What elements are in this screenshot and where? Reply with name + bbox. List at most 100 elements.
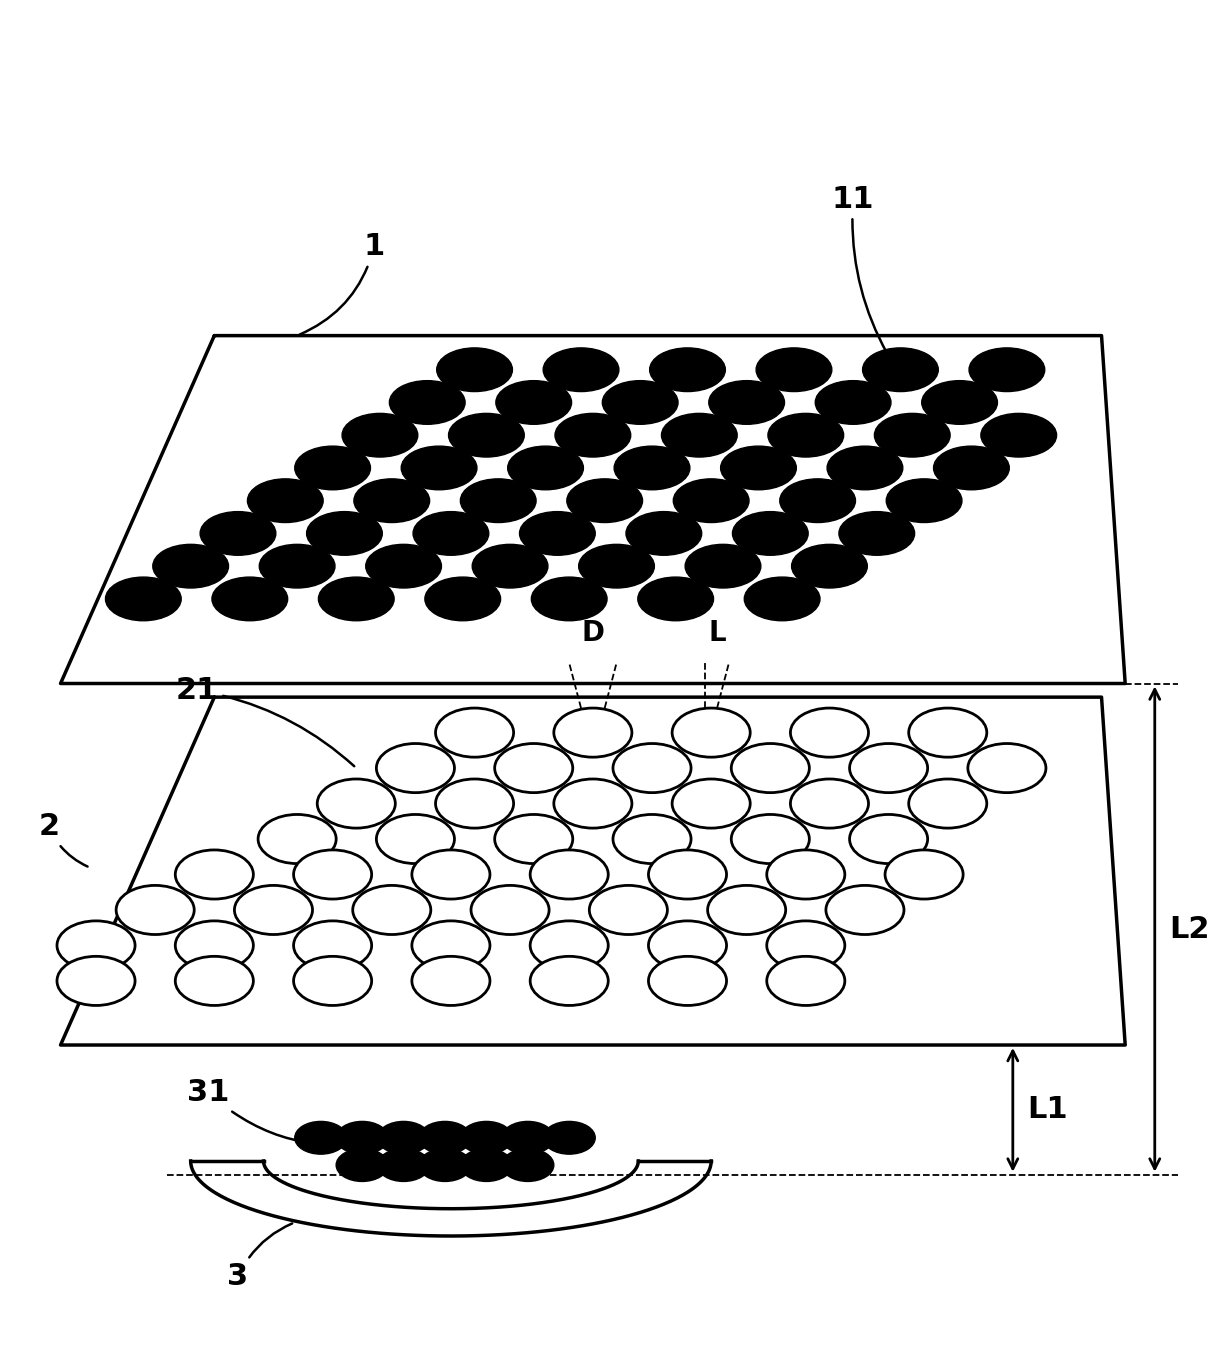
Text: 2: 2 bbox=[38, 812, 87, 867]
Ellipse shape bbox=[850, 744, 927, 793]
Ellipse shape bbox=[792, 544, 867, 588]
Ellipse shape bbox=[419, 1148, 471, 1181]
Ellipse shape bbox=[969, 347, 1045, 391]
Ellipse shape bbox=[437, 347, 512, 391]
Ellipse shape bbox=[413, 511, 489, 555]
Ellipse shape bbox=[520, 511, 595, 555]
Ellipse shape bbox=[153, 544, 228, 588]
Ellipse shape bbox=[673, 779, 750, 828]
Ellipse shape bbox=[494, 815, 573, 864]
Ellipse shape bbox=[732, 511, 809, 555]
Ellipse shape bbox=[378, 1121, 430, 1154]
Ellipse shape bbox=[981, 413, 1056, 457]
Ellipse shape bbox=[649, 347, 725, 391]
Ellipse shape bbox=[460, 478, 537, 522]
Ellipse shape bbox=[336, 1121, 388, 1154]
Ellipse shape bbox=[336, 1148, 388, 1181]
Ellipse shape bbox=[507, 446, 584, 489]
Text: 21: 21 bbox=[175, 675, 354, 767]
Ellipse shape bbox=[531, 850, 608, 899]
Ellipse shape bbox=[106, 577, 181, 621]
Ellipse shape bbox=[885, 850, 963, 899]
Ellipse shape bbox=[390, 380, 465, 424]
Ellipse shape bbox=[318, 577, 395, 621]
Ellipse shape bbox=[613, 815, 691, 864]
Ellipse shape bbox=[200, 511, 276, 555]
Text: 3: 3 bbox=[227, 1223, 293, 1292]
Ellipse shape bbox=[767, 957, 845, 1006]
Ellipse shape bbox=[934, 446, 1009, 489]
Ellipse shape bbox=[531, 921, 608, 971]
Ellipse shape bbox=[57, 957, 135, 1006]
Ellipse shape bbox=[767, 921, 845, 971]
Ellipse shape bbox=[501, 1148, 554, 1181]
Ellipse shape bbox=[436, 779, 514, 828]
Ellipse shape bbox=[175, 957, 254, 1006]
Ellipse shape bbox=[402, 446, 477, 489]
Ellipse shape bbox=[259, 815, 336, 864]
Ellipse shape bbox=[436, 708, 514, 757]
Ellipse shape bbox=[501, 1121, 554, 1154]
Ellipse shape bbox=[567, 478, 642, 522]
Ellipse shape bbox=[317, 779, 396, 828]
Ellipse shape bbox=[555, 413, 631, 457]
Ellipse shape bbox=[839, 511, 914, 555]
Ellipse shape bbox=[674, 478, 749, 522]
Ellipse shape bbox=[721, 446, 796, 489]
Ellipse shape bbox=[850, 815, 927, 864]
Ellipse shape bbox=[921, 380, 998, 424]
Text: D: D bbox=[582, 619, 605, 647]
Text: 31: 31 bbox=[187, 1079, 401, 1144]
Ellipse shape bbox=[460, 1148, 512, 1181]
Ellipse shape bbox=[768, 413, 844, 457]
Text: L2: L2 bbox=[1169, 915, 1209, 943]
Ellipse shape bbox=[294, 957, 371, 1006]
Ellipse shape bbox=[295, 1121, 347, 1154]
Ellipse shape bbox=[709, 380, 784, 424]
Ellipse shape bbox=[790, 779, 868, 828]
Ellipse shape bbox=[579, 544, 654, 588]
Ellipse shape bbox=[614, 446, 690, 489]
Ellipse shape bbox=[626, 511, 702, 555]
Ellipse shape bbox=[532, 577, 607, 621]
Ellipse shape bbox=[767, 850, 845, 899]
Text: 1: 1 bbox=[300, 232, 385, 335]
Ellipse shape bbox=[554, 779, 632, 828]
Ellipse shape bbox=[648, 921, 726, 971]
Ellipse shape bbox=[909, 708, 987, 757]
Ellipse shape bbox=[425, 577, 500, 621]
Ellipse shape bbox=[378, 1148, 430, 1181]
Text: L: L bbox=[708, 619, 726, 647]
Ellipse shape bbox=[909, 779, 987, 828]
Ellipse shape bbox=[354, 478, 430, 522]
Ellipse shape bbox=[708, 886, 785, 935]
Ellipse shape bbox=[756, 347, 832, 391]
Ellipse shape bbox=[494, 744, 573, 793]
Ellipse shape bbox=[495, 380, 572, 424]
Ellipse shape bbox=[827, 446, 903, 489]
Ellipse shape bbox=[365, 544, 442, 588]
Ellipse shape bbox=[731, 744, 810, 793]
Ellipse shape bbox=[543, 1121, 595, 1154]
Ellipse shape bbox=[307, 511, 382, 555]
Ellipse shape bbox=[685, 544, 761, 588]
Ellipse shape bbox=[212, 577, 288, 621]
Ellipse shape bbox=[731, 815, 810, 864]
Ellipse shape bbox=[471, 886, 549, 935]
Ellipse shape bbox=[589, 886, 668, 935]
Ellipse shape bbox=[531, 957, 608, 1006]
Ellipse shape bbox=[353, 886, 431, 935]
Ellipse shape bbox=[816, 380, 891, 424]
Text: L1: L1 bbox=[1027, 1095, 1067, 1124]
Ellipse shape bbox=[673, 708, 750, 757]
Ellipse shape bbox=[779, 478, 856, 522]
Ellipse shape bbox=[790, 708, 868, 757]
Ellipse shape bbox=[662, 413, 737, 457]
Ellipse shape bbox=[448, 413, 524, 457]
Text: 11: 11 bbox=[832, 185, 887, 354]
Ellipse shape bbox=[874, 413, 951, 457]
Ellipse shape bbox=[248, 478, 323, 522]
Ellipse shape bbox=[826, 886, 904, 935]
Ellipse shape bbox=[613, 744, 691, 793]
Ellipse shape bbox=[57, 921, 135, 971]
